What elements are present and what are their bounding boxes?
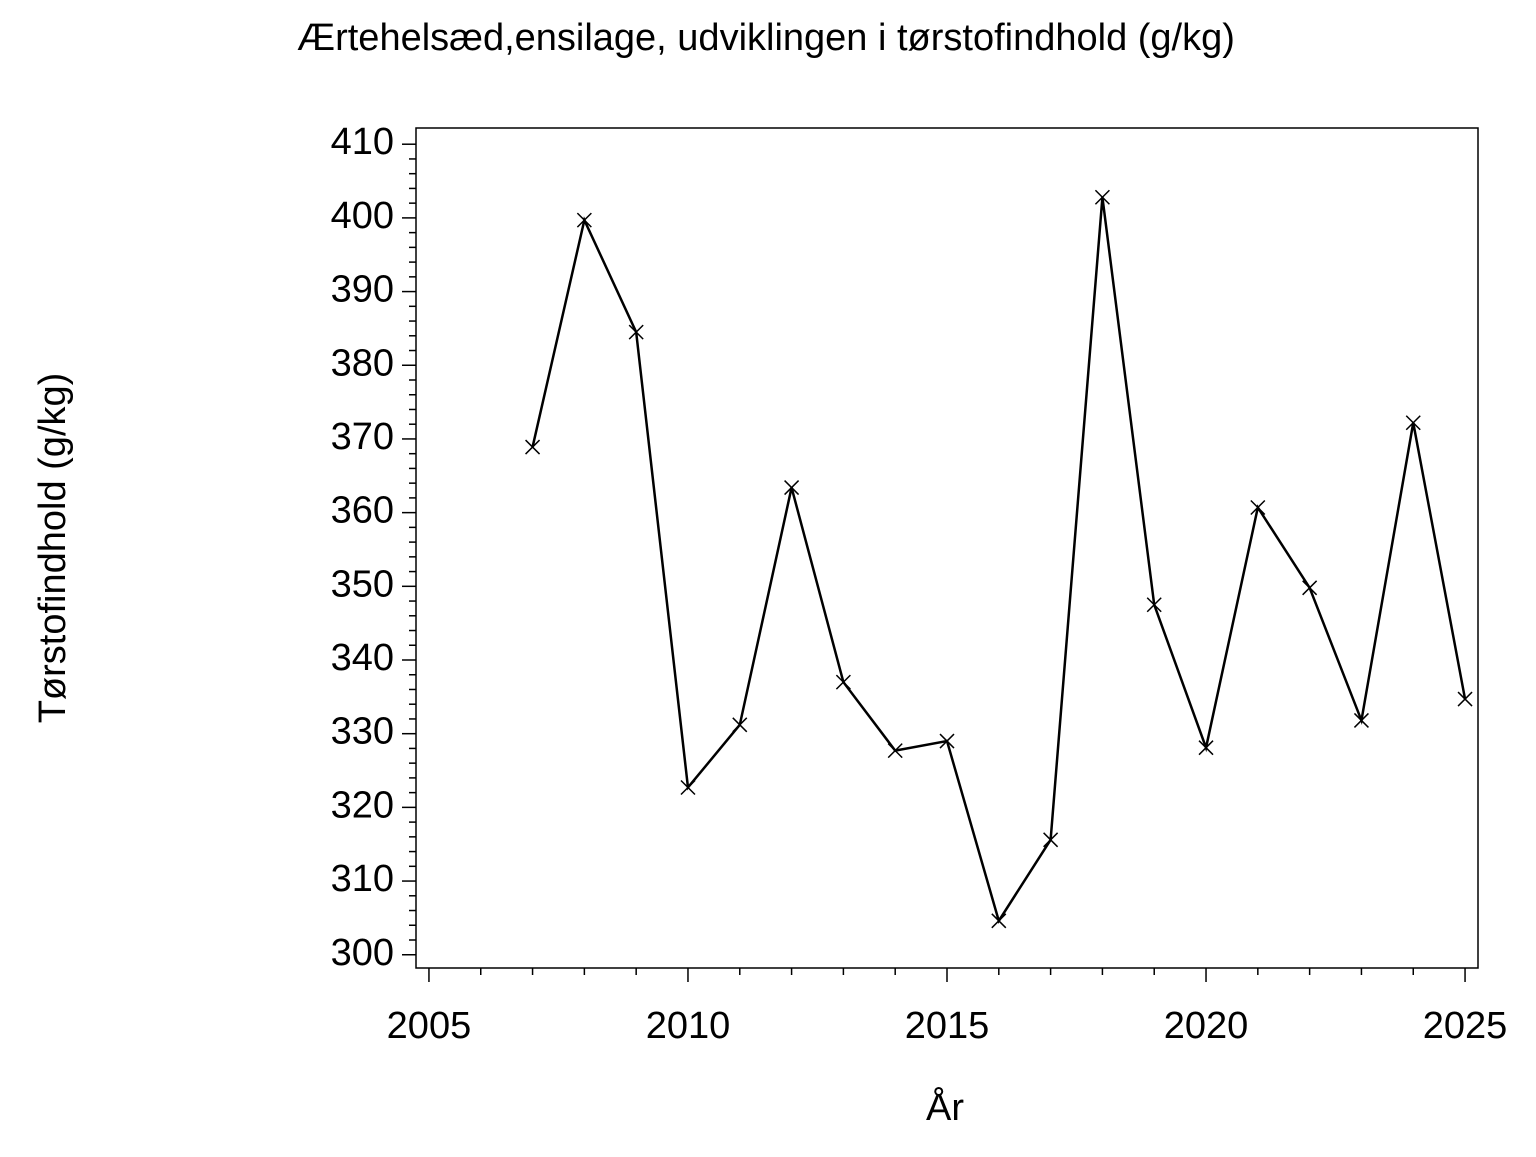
marker <box>680 779 696 796</box>
y-tick-label: 350 <box>331 563 394 605</box>
y-tick-label: 320 <box>331 784 394 826</box>
y-tick-label: 310 <box>331 858 394 900</box>
marker <box>1457 691 1473 707</box>
marker <box>939 733 955 749</box>
x-tick-label: 2025 <box>1423 1005 1508 1047</box>
marker <box>1353 712 1369 728</box>
marker <box>576 212 592 228</box>
y-tick-label: 380 <box>331 342 394 384</box>
x-tick-label: 2015 <box>905 1005 990 1047</box>
y-tick-label: 400 <box>331 195 394 237</box>
chart-title: Ærtehelsæd,ensilage, udviklingen i tørst… <box>297 17 1235 59</box>
marker <box>1250 499 1266 516</box>
marker <box>1146 597 1162 613</box>
marker <box>887 743 903 759</box>
y-tick-label: 330 <box>331 711 394 753</box>
marker <box>1405 415 1421 431</box>
marker <box>525 439 541 455</box>
y-axis-label: Tørstofindhold (g/kg) <box>32 373 74 724</box>
x-tick-label: 2020 <box>1164 1005 1249 1047</box>
marker <box>835 674 851 690</box>
y-tick-label: 360 <box>331 490 394 532</box>
y-tick-label: 300 <box>331 932 394 974</box>
y-tick-label: 410 <box>331 121 394 163</box>
marker <box>991 913 1007 929</box>
x-tick-label: 2005 <box>387 1005 472 1047</box>
marker <box>1094 189 1110 205</box>
marker <box>732 717 748 733</box>
marker <box>1198 740 1214 756</box>
y-tick-label: 370 <box>331 416 394 458</box>
y-tick-label: 340 <box>331 637 394 679</box>
marker <box>628 324 644 340</box>
marker <box>784 480 800 496</box>
x-axis-label: År <box>926 1085 964 1129</box>
marker <box>1302 580 1318 596</box>
y-tick-label: 390 <box>331 269 394 311</box>
marker <box>1043 832 1059 848</box>
x-tick-label: 2010 <box>646 1005 731 1047</box>
